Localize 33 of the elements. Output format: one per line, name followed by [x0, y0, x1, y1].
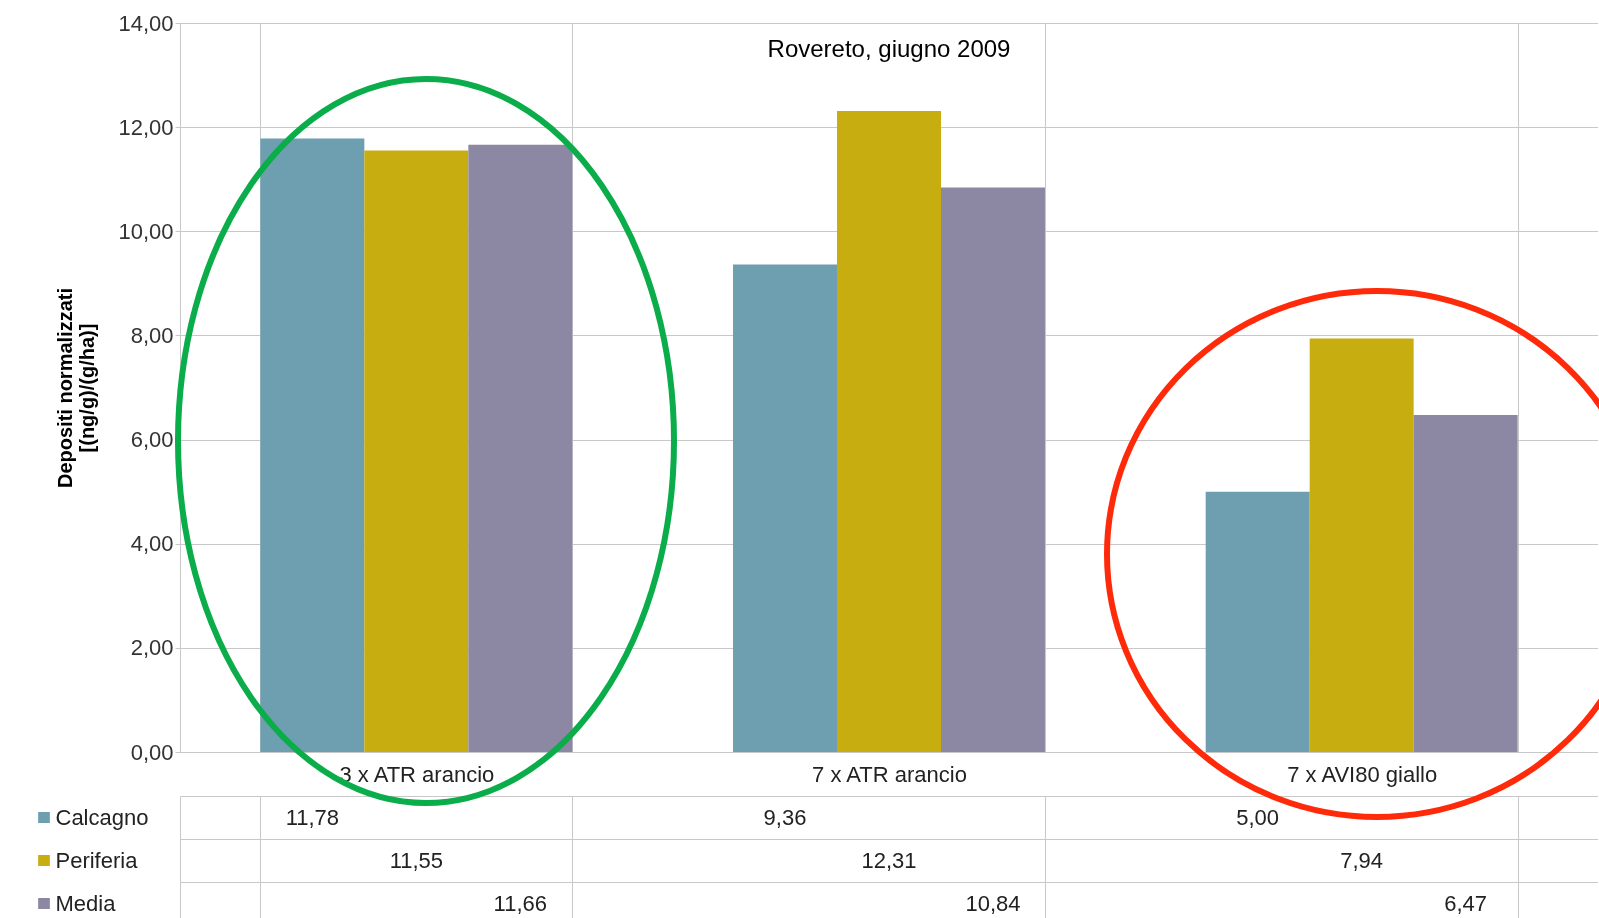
bar — [468, 144, 573, 752]
y-tick-label: 4,00 — [130, 531, 174, 557]
data-label: 7,94 — [1340, 847, 1384, 873]
bar — [260, 138, 365, 752]
legend-label: Media — [55, 891, 117, 916]
y-tick-label: 2,00 — [130, 635, 174, 661]
x-tick-label: 7 x AVI80 giallo — [1287, 761, 1438, 787]
data-label: 11,66 — [493, 890, 548, 916]
legend-label: Calcagno — [55, 805, 149, 830]
bar — [837, 111, 941, 752]
bar — [1413, 415, 1518, 752]
data-label: 11,55 — [389, 847, 444, 873]
data-label: 11,78 — [285, 804, 340, 830]
y-tick-label: 6,00 — [130, 427, 174, 453]
data-label: 6,47 — [1444, 890, 1488, 916]
bar — [364, 150, 469, 752]
legend-label: Periferia — [55, 848, 139, 873]
data-label: 12,31 — [861, 847, 917, 873]
y-tick-label: 8,00 — [130, 322, 174, 348]
text: Rovereto, giugno 2009 — [767, 35, 1011, 62]
bar — [1309, 338, 1414, 752]
data-label: 9,36 — [763, 804, 807, 830]
bar — [1205, 491, 1310, 752]
y-tick-label: 14,00 — [118, 10, 174, 36]
data-label: 10,84 — [965, 890, 1021, 916]
y-tick-label: 10,00 — [118, 218, 174, 244]
y-tick-label: 12,00 — [118, 114, 174, 140]
x-tick-label: 7 x ATR arancio — [812, 761, 967, 787]
bar — [940, 187, 1045, 752]
data-label: 5,00 — [1236, 804, 1280, 830]
bar — [733, 264, 838, 752]
y-axis-title: Depositi normalizzati [(ng/g)/(g/ha)] — [54, 287, 99, 489]
y-tick-label: 0,00 — [130, 739, 174, 765]
